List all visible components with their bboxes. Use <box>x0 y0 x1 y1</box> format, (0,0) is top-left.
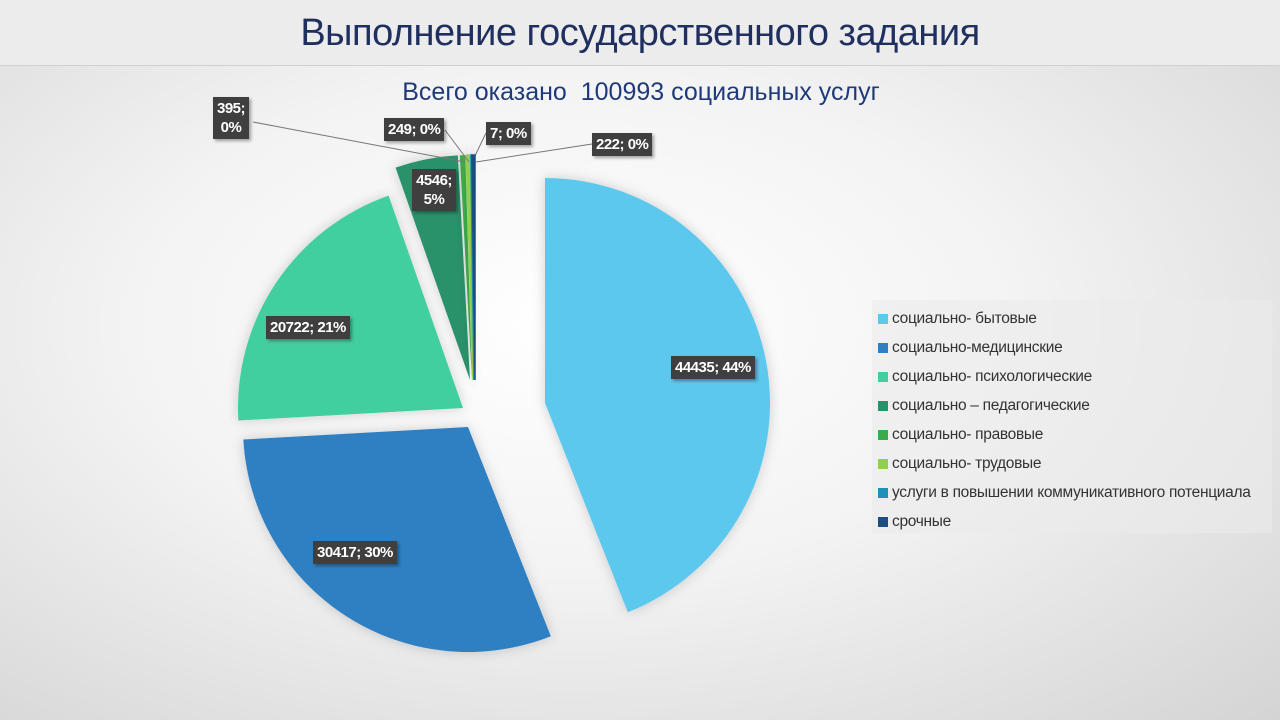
data-label: 222; 0% <box>592 133 653 156</box>
chart-title: Всего оказано 100993 социальных услуг <box>402 78 880 106</box>
data-label: 44435; 44% <box>671 356 755 379</box>
pie-slice <box>459 155 472 380</box>
data-label: 7; 0% <box>486 122 531 145</box>
legend-swatch <box>878 487 888 498</box>
legend-item: срочные <box>878 507 1272 536</box>
pie-slice <box>471 154 476 381</box>
legend-item: услуги в повышении коммуникативного поте… <box>878 478 1272 507</box>
pie-slice <box>243 427 551 652</box>
legend-swatch <box>878 458 888 469</box>
data-label: 249; 0% <box>384 118 445 141</box>
legend-swatch <box>878 313 888 324</box>
pie-slice <box>238 195 463 421</box>
legend-label: социально- психологические <box>892 367 1092 385</box>
data-label: 30417; 30% <box>313 541 397 564</box>
legend-item: социально- бытовые <box>878 304 1272 333</box>
data-label: 395; 0% <box>213 97 249 139</box>
legend-label: срочные <box>892 512 951 530</box>
pie-slice <box>465 154 474 381</box>
data-label: 4546; 5% <box>412 169 456 211</box>
legend-label: услуги в повышении коммуникативного поте… <box>892 483 1251 501</box>
legend-label: социально – педагогические <box>892 396 1090 414</box>
pie-slice <box>470 154 475 381</box>
legend-swatch <box>878 429 888 440</box>
legend-item: социально – педагогические <box>878 391 1272 420</box>
title-bar: Выполнение государственного задания <box>0 0 1280 66</box>
legend-label: социально-медицинские <box>892 338 1063 356</box>
leader-line <box>444 129 470 163</box>
legend-item: социально-медицинские <box>878 333 1272 362</box>
legend-swatch <box>878 371 888 382</box>
legend: социально- бытовые социально-медицинские с… <box>872 300 1272 533</box>
leader-line <box>475 143 593 163</box>
pie-slice <box>545 178 771 613</box>
leader-line <box>252 121 466 163</box>
slide-title: Выполнение государственного задания <box>300 12 980 54</box>
data-label: 20722; 21% <box>266 316 350 339</box>
legend-swatch <box>878 400 888 411</box>
legend-swatch <box>878 342 888 353</box>
legend-item: социально- трудовые <box>878 449 1272 478</box>
legend-item: социально- психологические <box>878 362 1272 391</box>
legend-swatch <box>878 516 888 527</box>
pie-slice <box>395 155 470 380</box>
legend-label: социально- правовые <box>892 425 1044 443</box>
legend-label: социально- трудовые <box>892 454 1042 472</box>
legend-label: социально- бытовые <box>892 309 1037 327</box>
legend-item: социально- правовые <box>878 420 1272 449</box>
